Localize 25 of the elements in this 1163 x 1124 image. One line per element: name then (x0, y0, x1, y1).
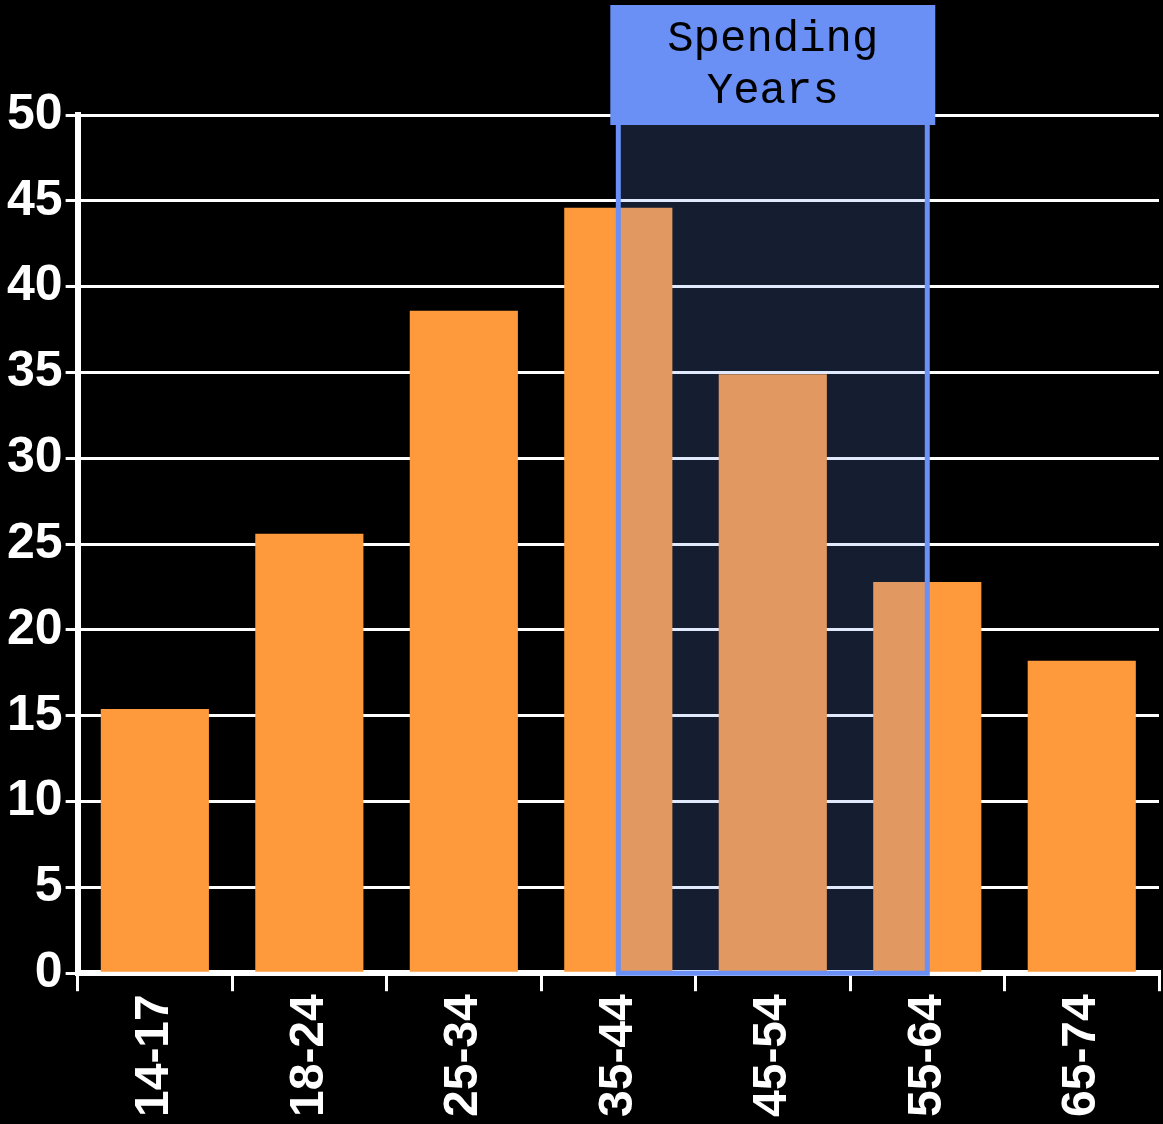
x-tick-label: 35-44 (588, 993, 642, 1117)
band-label: Spending Years (667, 13, 879, 116)
y-tick-label: 50 (6, 83, 63, 140)
y-tick-label: 20 (6, 598, 63, 655)
y-tick-label: 5 (34, 856, 63, 913)
bar (255, 533, 364, 972)
bar (718, 374, 827, 972)
y-tick-label: 0 (34, 942, 63, 999)
y-tick-label: 25 (6, 512, 63, 569)
y-tick-label: 35 (6, 341, 63, 398)
y-tick-label: 10 (6, 770, 63, 827)
y-tick-label: 40 (6, 255, 63, 312)
bar (1027, 660, 1136, 972)
x-tick-label: 25-34 (434, 993, 488, 1117)
x-tick-label: 45-54 (743, 993, 797, 1117)
bar (100, 708, 209, 972)
y-tick-label: 30 (6, 427, 63, 484)
x-tick-label: 14-17 (125, 994, 179, 1117)
y-tick-label: 45 (6, 169, 63, 226)
x-tick-label: 65-74 (1051, 993, 1105, 1117)
x-tick-label: 55-64 (897, 993, 951, 1117)
x-tick-label: 18-24 (279, 993, 333, 1117)
bar (873, 581, 982, 972)
y-tick-label: 15 (6, 684, 63, 741)
bar (409, 310, 518, 972)
